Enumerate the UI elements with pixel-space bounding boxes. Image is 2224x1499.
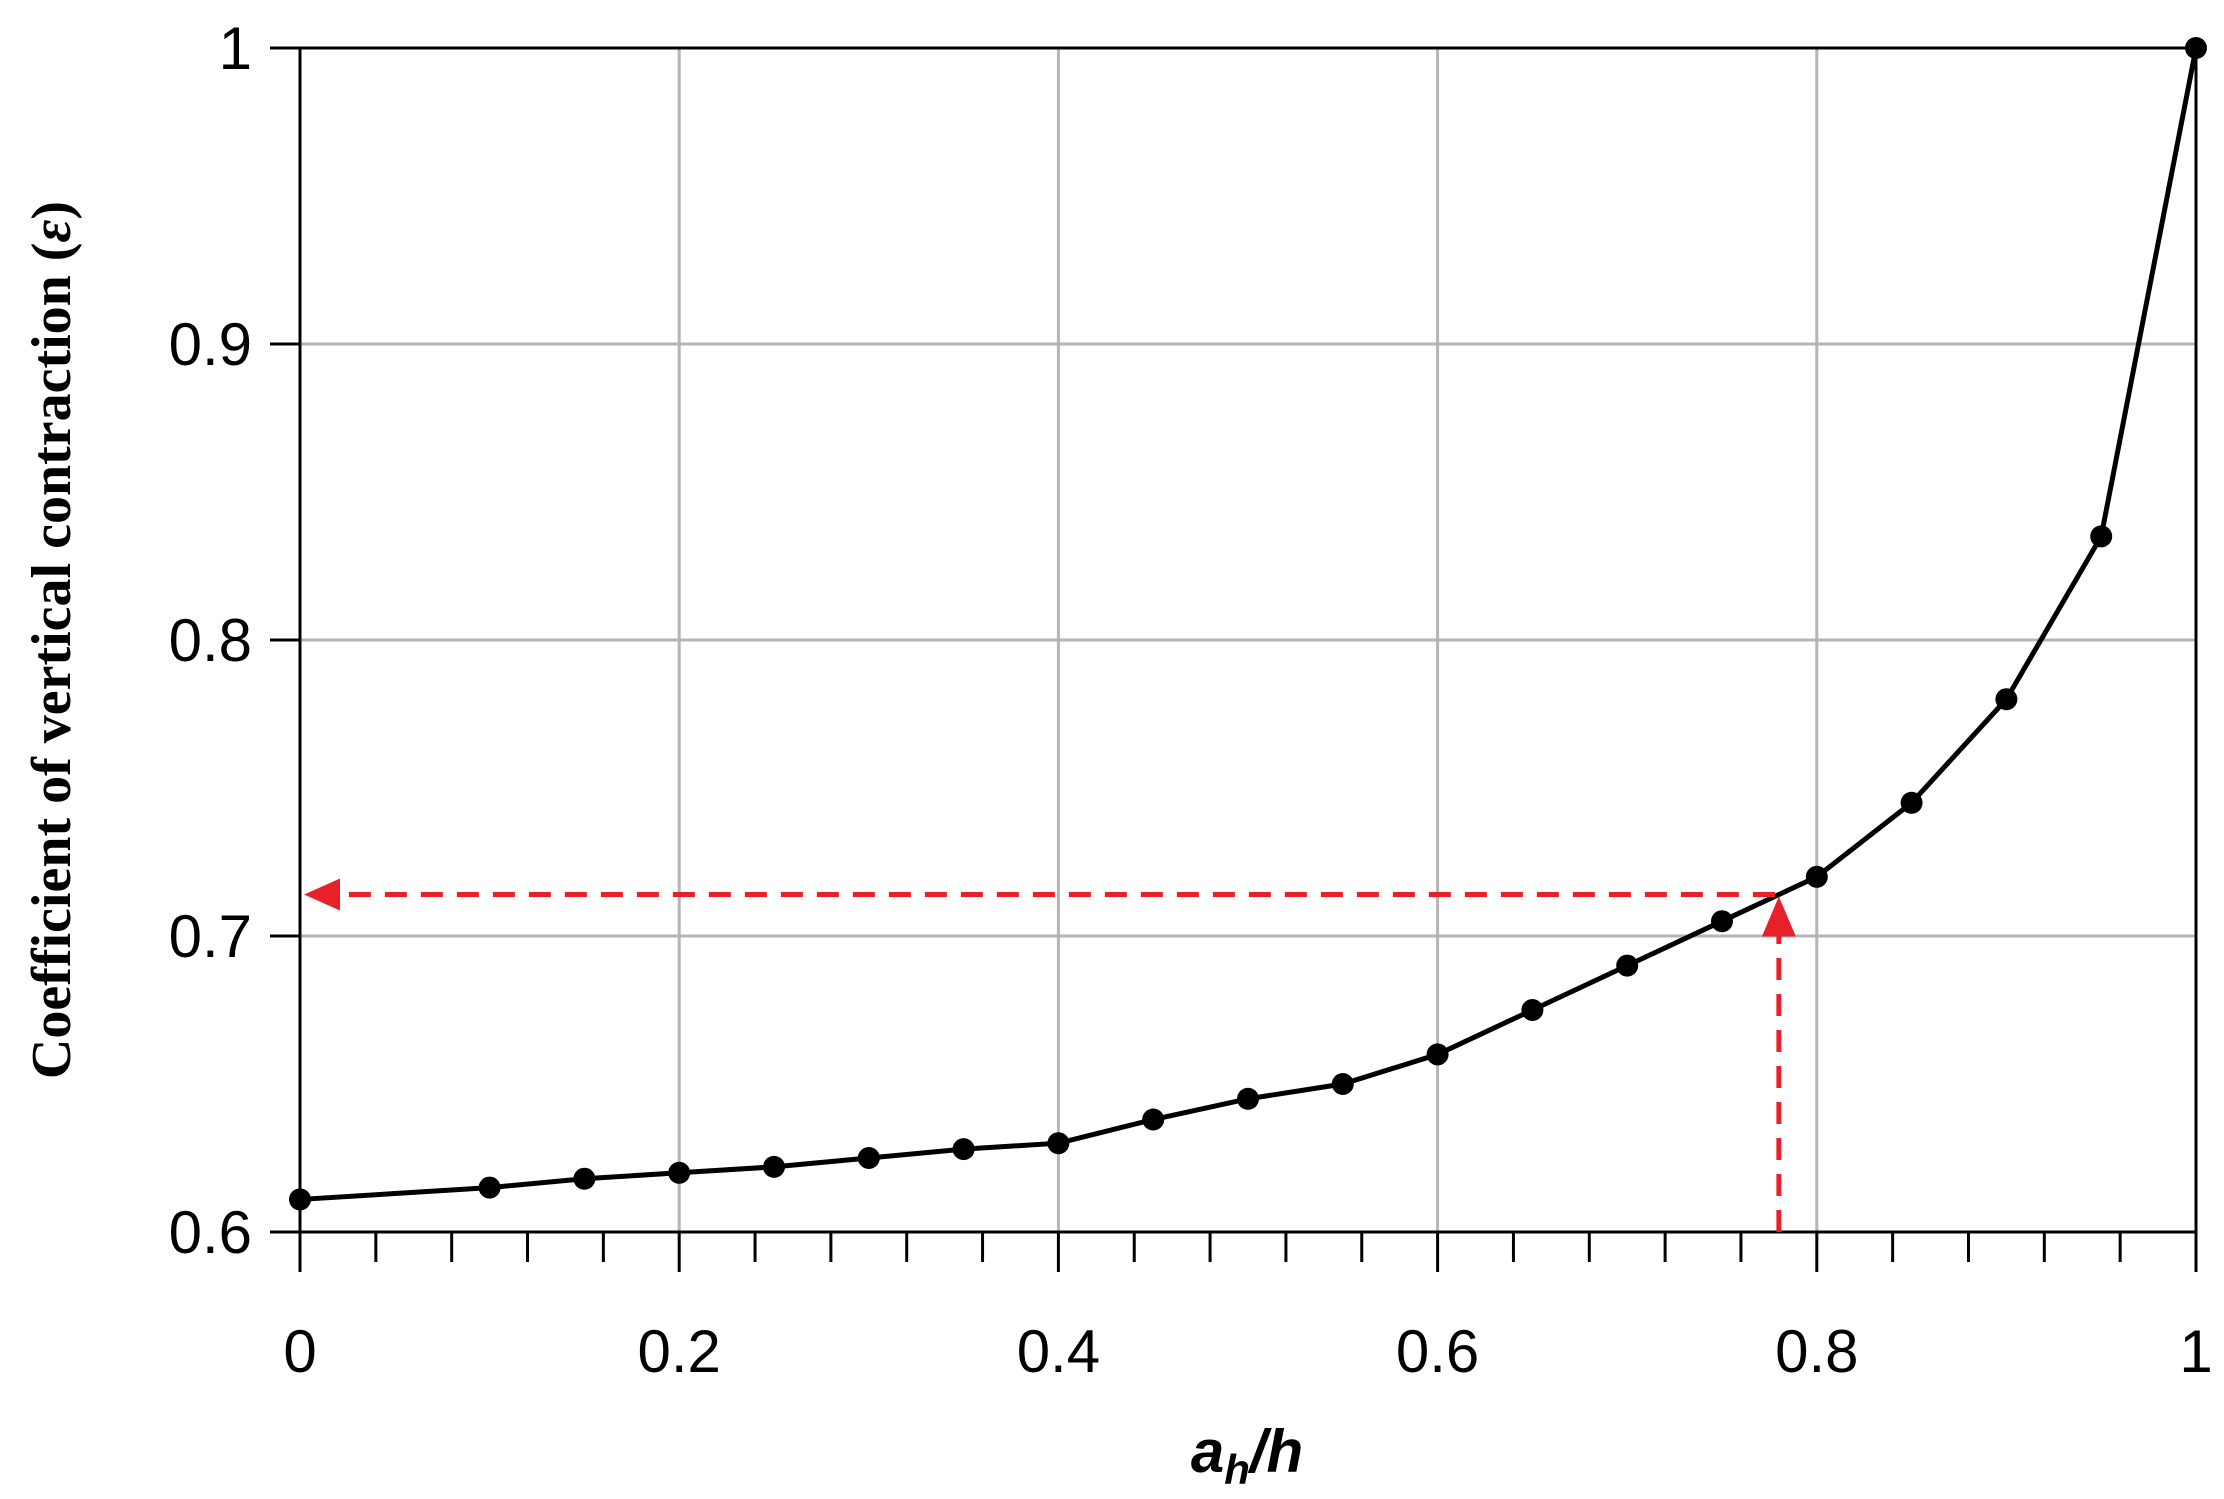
x-tick-label: 0.6 xyxy=(1396,1318,1479,1385)
data-point xyxy=(763,1155,785,1178)
y-tick-label: 0.9 xyxy=(169,311,252,378)
x-tick-label: 0.2 xyxy=(637,1318,720,1385)
data-point xyxy=(1521,999,1544,1021)
tick-labels: 0 0.2 0.4 0.6 0.8 1 0.6 0.7 0.8 0.9 1 xyxy=(169,15,2213,1385)
series-1 xyxy=(289,37,2207,1211)
data-point xyxy=(1711,910,1733,933)
y-tick-label: 1 xyxy=(219,15,252,82)
data-point xyxy=(1900,791,1923,814)
x-tick-label: 0 xyxy=(283,1318,316,1385)
data-point xyxy=(952,1138,975,1161)
data-point xyxy=(1616,954,1639,977)
data-point xyxy=(2090,525,2113,548)
data-point xyxy=(1142,1108,1165,1131)
x-tick-label: 1 xyxy=(2179,1318,2212,1385)
data-point xyxy=(668,1161,691,1184)
grid xyxy=(300,48,2196,1232)
data-point xyxy=(1331,1073,1354,1095)
ticks xyxy=(270,46,2198,1272)
annotation-guide xyxy=(304,878,1796,1232)
data-point xyxy=(1995,688,2018,711)
x-tick-label: 0.4 xyxy=(1017,1318,1100,1385)
data-point xyxy=(1237,1087,1259,1110)
data-point xyxy=(1047,1132,1070,1155)
data-point xyxy=(1805,865,1828,888)
data-point xyxy=(857,1147,880,1169)
data-point xyxy=(2185,37,2207,59)
data-point xyxy=(1426,1043,1449,1066)
x-tick-label: 0.8 xyxy=(1775,1318,1858,1385)
x-axis-label: ah/h xyxy=(1191,1418,1303,1493)
axes xyxy=(298,46,2198,1234)
y-tick-label: 0.8 xyxy=(169,607,252,674)
data-point xyxy=(478,1176,501,1199)
left-arrowhead xyxy=(304,878,340,911)
data-point xyxy=(573,1167,596,1190)
data-point xyxy=(289,1188,311,1211)
y-tick-label: 0.6 xyxy=(169,1199,252,1266)
series-line xyxy=(299,47,2199,1202)
y-tick-label: 0.7 xyxy=(169,903,252,970)
up-arrowhead xyxy=(1761,896,1796,937)
y-axis-label: Coefficient of vertical contraction (ε) xyxy=(21,201,83,1079)
